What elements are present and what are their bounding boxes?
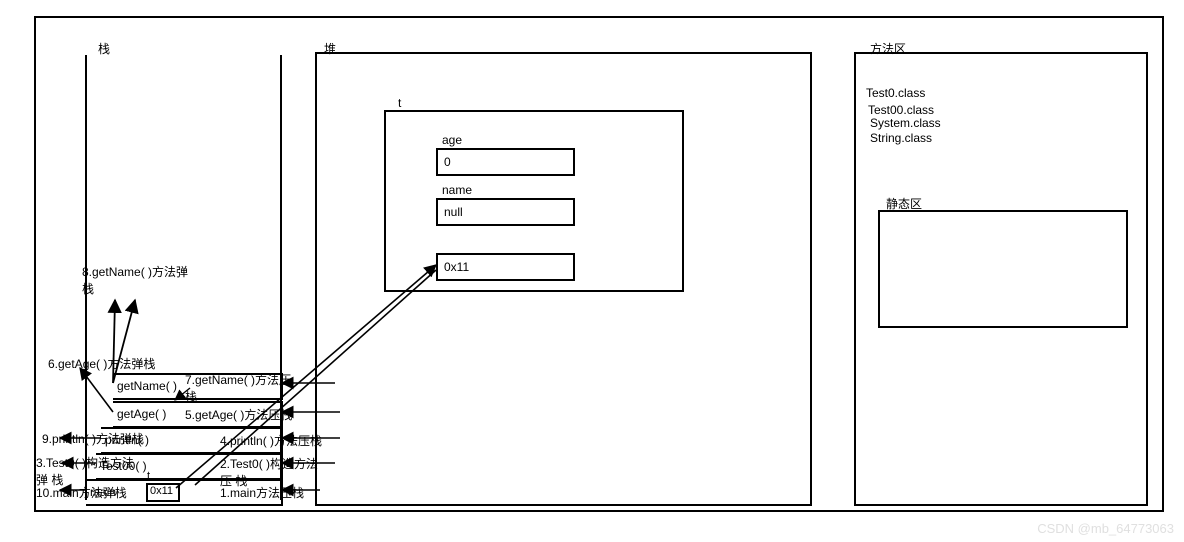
class-3: System.class bbox=[870, 116, 941, 130]
note-7: 7.getName( )方法压 栈 bbox=[185, 371, 295, 405]
name-box: null bbox=[436, 198, 575, 226]
age-value: 0 bbox=[444, 155, 451, 169]
age-box: 0 bbox=[436, 148, 575, 176]
stack-frame-getname-label: getName( ) bbox=[117, 379, 177, 393]
class-4: String.class bbox=[870, 131, 932, 145]
stack-frame-getage-label: getAge( ) bbox=[117, 407, 166, 421]
note-6: 6.getAge( )方法弹栈 bbox=[48, 355, 155, 372]
main-t-label: t bbox=[147, 470, 150, 482]
note-8: 8.getName( )方法弹 栈 bbox=[82, 263, 202, 297]
note-1: 1.main方法压栈 bbox=[220, 484, 304, 501]
name-label: name bbox=[442, 183, 472, 197]
watermark: CSDN @mb_64773063 bbox=[1037, 521, 1174, 536]
note-3: 3.Test0( )构造方法弹 栈 bbox=[36, 454, 146, 488]
age-label: age bbox=[442, 133, 462, 147]
static-area-box bbox=[878, 210, 1128, 328]
stack-title: 栈 bbox=[98, 40, 110, 57]
note-10: 10.main方法弹栈 bbox=[36, 484, 127, 501]
heap-title: 堆 bbox=[324, 40, 336, 57]
note-5: 5.getAge( )方法压栈 bbox=[185, 406, 292, 423]
class-1: Test0.class bbox=[866, 86, 925, 100]
note-4: 4.println( )方法压栈 bbox=[220, 432, 322, 449]
method-area-title: 方法区 bbox=[870, 40, 906, 57]
address-value: 0x11 bbox=[444, 260, 469, 274]
name-value: null bbox=[444, 205, 463, 219]
heap-object-var: t bbox=[398, 96, 401, 110]
address-box: 0x11 bbox=[436, 253, 575, 281]
class-2: Test00.class bbox=[868, 103, 934, 117]
main-addr-box: 0x11 bbox=[146, 483, 180, 502]
main-addr-value: 0x11 bbox=[150, 485, 173, 497]
note-9: 9.println( )方法弹栈 bbox=[42, 430, 144, 447]
